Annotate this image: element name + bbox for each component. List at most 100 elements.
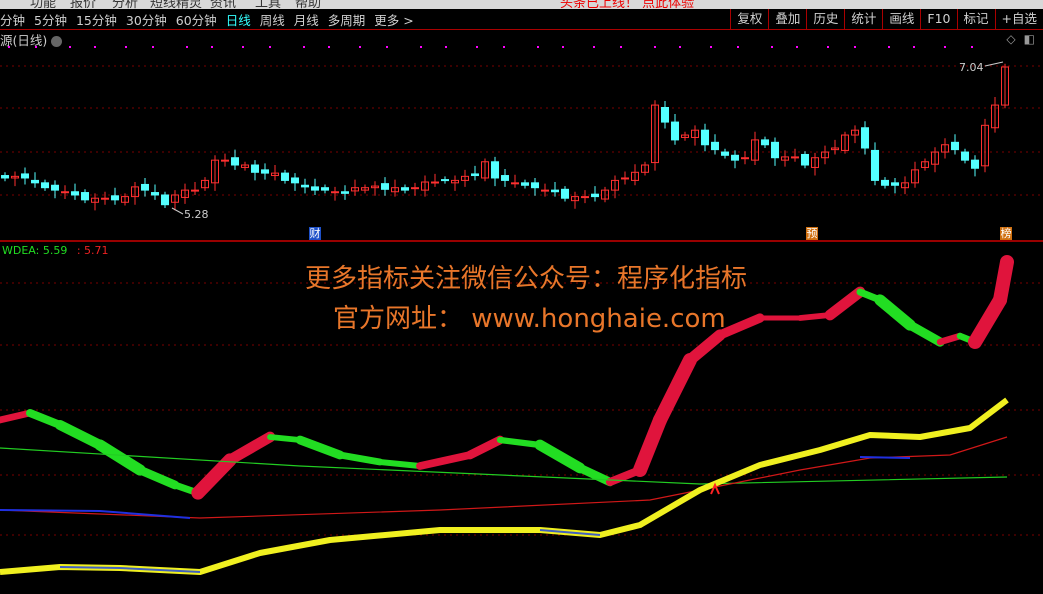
- tool-button[interactable]: 标记: [956, 9, 995, 29]
- candle-body: [721, 151, 729, 156]
- ribbon-segment: [874, 294, 916, 331]
- event-dot: [8, 46, 10, 48]
- event-dot: [186, 46, 188, 48]
- candle-body: [931, 151, 939, 165]
- tool-button[interactable]: F10: [920, 9, 956, 29]
- candle-body: [421, 181, 429, 191]
- candle-body: [391, 187, 399, 193]
- candle-body: [571, 196, 579, 202]
- chevron-down-icon[interactable]: [51, 36, 63, 47]
- tool-button[interactable]: 历史: [806, 9, 844, 29]
- candle-body: [381, 183, 389, 190]
- candle-body: [111, 195, 119, 201]
- tool-button[interactable]: 统计: [844, 9, 882, 29]
- menu-item[interactable]: 分析: [112, 0, 139, 9]
- toolbar: 分钟 5分钟 15分钟 30分钟 60分钟 日线 周线 月线 多周期 更多 > 复权 叠加 历史 统计画…: [0, 9, 1043, 30]
- notice-link[interactable]: 头条已上线！ 点此体验: [560, 0, 695, 9]
- candle-body: [661, 107, 669, 123]
- menu-item[interactable]: 工具: [255, 0, 282, 9]
- menu-item[interactable]: 帮助: [295, 0, 322, 9]
- menu-item[interactable]: 资讯: [210, 0, 237, 9]
- candle-body: [1001, 66, 1009, 106]
- period-tab[interactable]: 15分钟: [75, 13, 117, 28]
- tool-button[interactable]: 画线: [882, 9, 920, 29]
- period-tab[interactable]: 月线: [293, 13, 319, 28]
- candle-body: [921, 161, 929, 168]
- period-tab[interactable]: 多周期: [327, 13, 366, 28]
- candle-body: [691, 129, 699, 138]
- period-tab[interactable]: 日线: [225, 13, 251, 28]
- candle-body: [201, 179, 209, 189]
- event-dot: [654, 46, 656, 48]
- candle-body: [821, 151, 829, 159]
- tool-button[interactable]: 复权: [730, 9, 768, 29]
- candle-body: [461, 175, 469, 181]
- yellow-band-blue: [539, 529, 601, 536]
- marker-forecast[interactable]: 预: [806, 227, 818, 240]
- tool-button[interactable]: 叠加: [768, 9, 806, 29]
- candle-body: [851, 129, 859, 136]
- candle-body: [441, 179, 449, 182]
- candle-body: [631, 171, 639, 181]
- period-tab[interactable]: 更多 >: [374, 13, 414, 28]
- buy-arrow-icon: [710, 482, 720, 495]
- candle-body: [41, 182, 49, 189]
- candle-body: [791, 156, 799, 159]
- event-dot: [593, 46, 595, 48]
- ribbon-segment: [465, 435, 505, 460]
- candle-body: [361, 187, 369, 191]
- ribbon-segment: [94, 439, 146, 476]
- candle-body: [401, 187, 409, 191]
- ribbon-segment: [416, 451, 474, 470]
- indicator-value-2: : 5.71: [76, 244, 109, 257]
- candle-body: [131, 186, 139, 198]
- candle-body: [841, 134, 849, 151]
- marker-finance[interactable]: 财: [309, 227, 321, 240]
- period-tab[interactable]: 分钟: [0, 13, 26, 28]
- marker-rank[interactable]: 榜: [1000, 227, 1012, 240]
- event-dot: [854, 46, 856, 48]
- candle-body: [981, 124, 989, 167]
- indicator-value-1: 5.59: [42, 244, 68, 257]
- ribbon-segment: [715, 313, 765, 340]
- diamond-icon[interactable]: ◇: [1006, 32, 1016, 46]
- candle-body: [481, 161, 489, 179]
- event-dot: [328, 46, 330, 48]
- candle-body: [171, 194, 179, 203]
- candle-body: [761, 139, 769, 146]
- event-dot: [679, 46, 681, 48]
- candle-body: [351, 187, 359, 192]
- ribbon-segment: [135, 465, 180, 490]
- candle-body: [641, 164, 649, 173]
- candle-body: [71, 191, 79, 196]
- candle-body: [161, 194, 169, 206]
- candle-body: [491, 161, 499, 179]
- candle-body: [281, 172, 289, 181]
- candle-body: [231, 157, 239, 166]
- period-tab[interactable]: 60分钟: [175, 13, 217, 28]
- yellow-band: [0, 397, 1009, 575]
- high-arrow: [984, 61, 1004, 67]
- ribbon-segment: [191, 453, 237, 500]
- period-tab[interactable]: 30分钟: [125, 13, 167, 28]
- candle-body: [471, 173, 479, 177]
- candle-body: [21, 173, 29, 179]
- candle-body: [431, 181, 439, 184]
- event-dot: [152, 46, 154, 48]
- period-tab[interactable]: 5分钟: [34, 13, 67, 28]
- panel-toggle-icon[interactable]: ◧: [1023, 32, 1035, 46]
- menu-item[interactable]: 功能: [30, 0, 57, 9]
- candle-body: [881, 179, 889, 186]
- candle-body: [341, 191, 349, 194]
- menu-item[interactable]: 报价: [70, 0, 97, 9]
- event-dot: [710, 46, 712, 48]
- tool-button[interactable]: +自选: [994, 9, 1043, 29]
- candle-body: [831, 147, 839, 151]
- event-dot: [476, 46, 478, 48]
- candle-body: [181, 189, 189, 198]
- candle-body: [591, 193, 599, 198]
- candle-body: [241, 164, 249, 168]
- menu-item[interactable]: 短线精灵: [150, 0, 203, 9]
- period-tab[interactable]: 周线: [259, 13, 285, 28]
